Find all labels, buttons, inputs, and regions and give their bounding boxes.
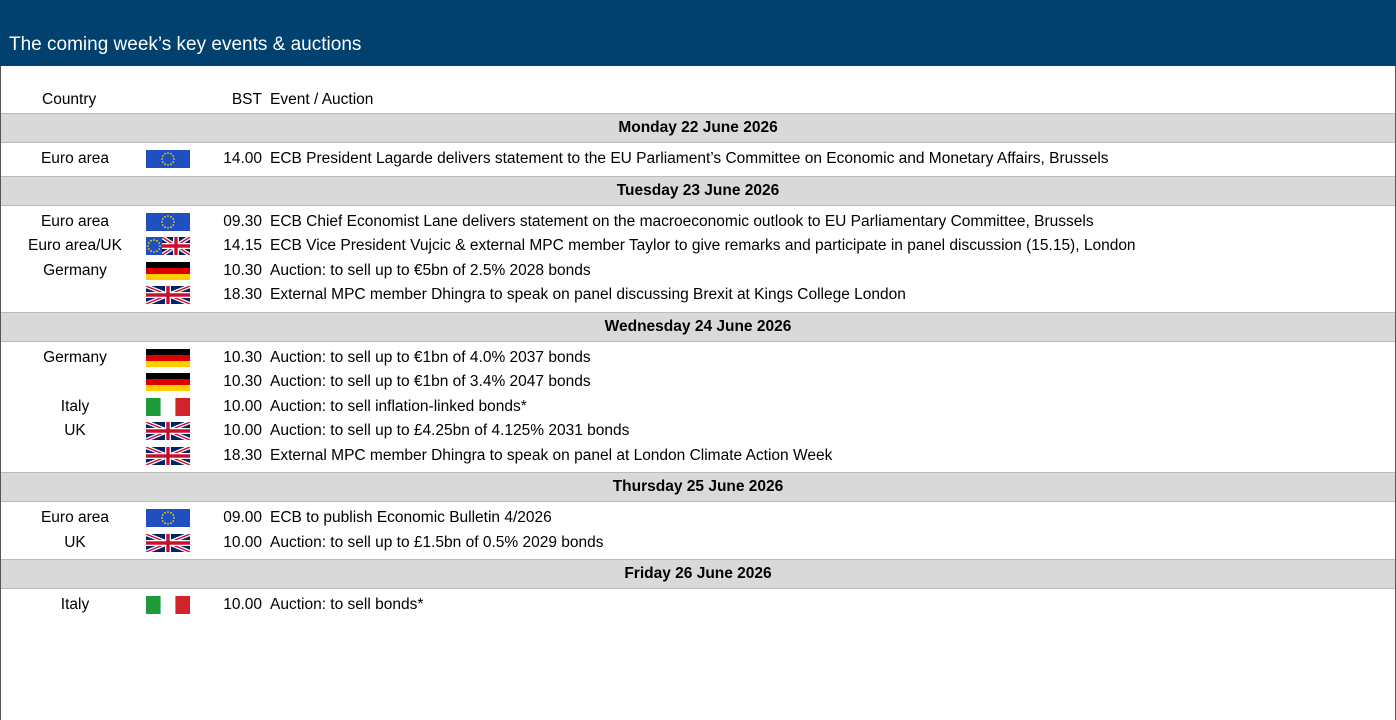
title-band [0, 0, 1396, 66]
day-label: Friday 26 June 2026 [624, 565, 772, 582]
flag-icon [146, 348, 190, 367]
time: 18.30 [223, 446, 262, 464]
time: 10.30 [223, 261, 262, 279]
flag-icon [146, 446, 190, 465]
day-row [1, 559, 1395, 589]
event: External MPC member Dhingra to speak on … [270, 286, 906, 303]
time: 09.30 [223, 212, 262, 230]
time: 10.00 [223, 397, 262, 415]
column-header: BST [231, 91, 262, 108]
time: 10.30 [223, 348, 262, 366]
event: External MPC member Dhingra to speak on … [270, 446, 833, 464]
event: ECB to publish Economic Bulletin 4/2026 [270, 509, 552, 526]
day-label: Monday 22 June 2026 [618, 119, 778, 136]
flag-icon [146, 373, 190, 391]
time: 09.00 [223, 509, 262, 526]
time: 10.30 [223, 373, 262, 390]
day-label: Wednesday 24 June 2026 [604, 317, 792, 335]
event: ECB Chief Economist Lane delivers statem… [270, 212, 1094, 230]
event: ECB Vice President Vujcic & external MPC… [270, 237, 1136, 254]
event: Auction: to sell inflation-linked bonds* [270, 397, 527, 415]
event: Auction: to sell up to €1bn of 4.0% 2037… [270, 348, 591, 366]
country: Germany [43, 348, 107, 366]
event: Auction: to sell up to €5bn of 2.5% 2028… [270, 261, 591, 279]
day-label: Thursday 25 June 2026 [612, 478, 784, 495]
event: ECB President Lagarde delivers statement… [270, 150, 1109, 167]
country: Italy [60, 596, 90, 613]
event: Auction: to sell bonds* [270, 596, 424, 613]
day-row [1, 472, 1395, 502]
flag-icon [146, 533, 190, 552]
column-header: Event / Auction [270, 91, 374, 108]
event: Auction: to sell up to £4.25bn of 4.125%… [270, 422, 630, 439]
country: Germany [43, 261, 107, 279]
country: Italy [60, 397, 90, 415]
time: 18.30 [223, 286, 262, 303]
flag-icon [146, 286, 190, 304]
flag-icon [146, 261, 190, 280]
flag-icon [146, 237, 190, 255]
flag-icon [146, 509, 190, 527]
flag-icon [146, 422, 190, 440]
country: Euro area/UK [28, 237, 122, 254]
country: UK [64, 533, 86, 551]
country: Euro area [40, 150, 110, 167]
time: 10.00 [223, 596, 262, 613]
event: Auction: to sell up to £1.5bn of 0.5% 20… [270, 533, 604, 551]
flag-icon [146, 596, 190, 614]
time: 14.15 [223, 237, 262, 254]
time: 14.00 [223, 150, 262, 167]
country: Euro area [40, 509, 110, 526]
flag-icon [146, 150, 190, 168]
table-title: The coming week’s key events & auctions [9, 34, 362, 55]
day-row [1, 113, 1395, 143]
country: UK [64, 422, 86, 439]
flag-icon [146, 397, 190, 416]
time: 10.00 [223, 533, 262, 551]
time: 10.00 [223, 422, 262, 439]
event: Auction: to sell up to €1bn of 3.4% 2047… [270, 373, 591, 390]
day-row [1, 311, 1395, 342]
flag-icon [146, 212, 190, 231]
day-row [1, 175, 1395, 206]
day-label: Tuesday 23 June 2026 [616, 181, 780, 199]
column-header: Country [42, 91, 97, 108]
country: Euro area [40, 212, 110, 230]
